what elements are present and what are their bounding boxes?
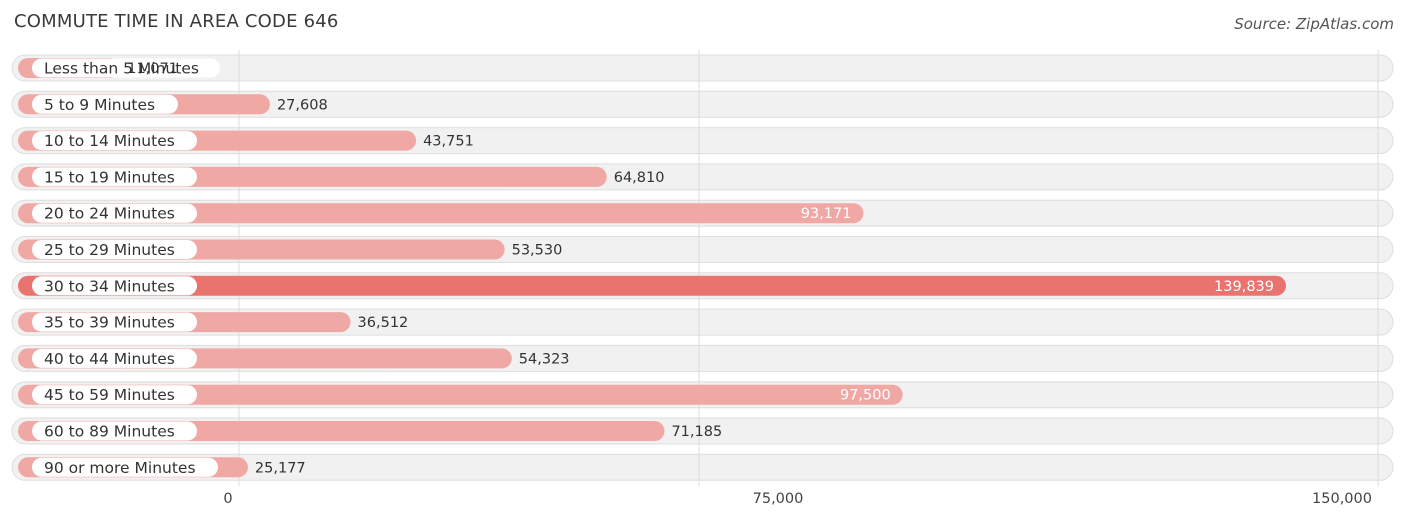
value-label: 25,177 [255, 460, 306, 476]
category-pill [32, 421, 197, 441]
tick-label: 150,000 [1312, 491, 1372, 507]
value-label: 53,530 [512, 243, 563, 259]
row-background [11, 90, 1394, 118]
category-pill [32, 131, 197, 151]
row-background [11, 453, 1394, 481]
category-pill [32, 167, 197, 187]
category-pill [32, 58, 220, 78]
bar [18, 384, 903, 405]
tick-label: 75,000 [753, 491, 804, 507]
row-background [11, 308, 1394, 336]
value-label: 139,839 [1214, 279, 1274, 295]
category-pill [32, 457, 218, 477]
category-pill [32, 348, 197, 368]
value-label: 93,171 [801, 206, 852, 222]
value-label: 27,608 [277, 97, 328, 113]
value-label: 11,071 [127, 61, 178, 77]
bar [18, 275, 1287, 296]
value-label: 71,185 [671, 424, 722, 440]
category-pill [32, 276, 197, 296]
category-label: 10 to 14 Minutes [44, 132, 175, 150]
category-label: 15 to 19 Minutes [44, 168, 175, 186]
value-label: 64,810 [614, 170, 665, 186]
category-label: 35 to 39 Minutes [44, 314, 175, 332]
category-pill [32, 203, 197, 223]
category-pill [32, 94, 178, 114]
category-pill [32, 240, 197, 259]
category-label: Less than 5 Minutes [44, 60, 199, 78]
value-label: 97,500 [840, 388, 891, 404]
category-pill [32, 312, 197, 332]
category-label: 30 to 34 Minutes [44, 277, 175, 295]
category-label: 5 to 9 Minutes [44, 96, 155, 114]
source-label: Source: ZipAtlas.com [1234, 15, 1394, 33]
value-label: 36,512 [358, 315, 409, 331]
category-label: 60 to 89 Minutes [44, 423, 175, 441]
category-label: 25 to 29 Minutes [44, 241, 175, 259]
chart-title: COMMUTE TIME IN AREA CODE 646 [14, 11, 339, 32]
category-pill [32, 385, 197, 405]
category-label: 20 to 24 Minutes [44, 205, 175, 223]
tick-label: 0 [223, 491, 232, 507]
row-background [11, 54, 1394, 82]
bar [18, 203, 864, 224]
category-label: 90 or more Minutes [44, 459, 196, 477]
value-label: 43,751 [423, 134, 474, 150]
value-label: 54,323 [519, 351, 570, 367]
category-label: 40 to 44 Minutes [44, 350, 175, 368]
category-label: 45 to 59 Minutes [44, 386, 175, 404]
